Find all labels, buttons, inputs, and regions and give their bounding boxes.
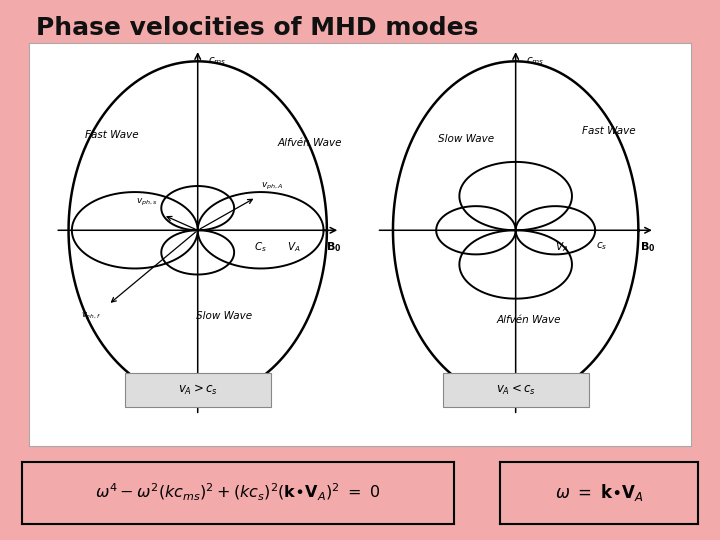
Text: Slow Wave: Slow Wave [196, 311, 252, 321]
Text: $v_{ph,f}$: $v_{ph,f}$ [81, 310, 102, 322]
Text: Fast Wave: Fast Wave [582, 126, 636, 136]
Text: $v_A < c_s$: $v_A < c_s$ [495, 383, 536, 397]
Text: $v_{ph,A}$: $v_{ph,A}$ [261, 181, 283, 192]
Text: $c_{ms}$: $c_{ms}$ [207, 55, 226, 67]
Text: Alfvén Wave: Alfvén Wave [497, 315, 561, 325]
Text: $\omega\ =\ \mathbf{k}{\bullet}\mathbf{V}_A$: $\omega\ =\ \mathbf{k}{\bullet}\mathbf{V… [555, 482, 644, 503]
Text: Slow Wave: Slow Wave [438, 134, 494, 144]
FancyBboxPatch shape [125, 373, 271, 407]
Text: $\omega^4 - \omega^2(kc_{ms})^2 + (kc_s)^2(\mathbf{k}{\bullet}\mathbf{V}_A)^2\ =: $\omega^4 - \omega^2(kc_{ms})^2 + (kc_s)… [95, 482, 380, 503]
Text: $C_s$: $C_s$ [254, 240, 267, 254]
Text: Fast Wave: Fast Wave [85, 130, 138, 140]
Text: $c_s$: $c_s$ [596, 240, 608, 252]
Text: $c_{ms}$: $c_{ms}$ [526, 55, 544, 67]
Text: $\mathbf{B_0}$: $\mathbf{B_0}$ [325, 240, 341, 254]
Text: $V_A$: $V_A$ [555, 240, 569, 254]
Text: $v_{ph,s}$: $v_{ph,s}$ [136, 197, 158, 208]
Text: Phase velocities of MHD modes: Phase velocities of MHD modes [36, 16, 478, 40]
Text: $v_A > c_s$: $v_A > c_s$ [178, 383, 217, 397]
Text: Alfvén Wave: Alfvén Wave [277, 138, 342, 148]
Text: $V_A$: $V_A$ [287, 240, 300, 254]
FancyBboxPatch shape [443, 373, 588, 407]
Text: $\mathbf{B_0}$: $\mathbf{B_0}$ [640, 240, 656, 254]
